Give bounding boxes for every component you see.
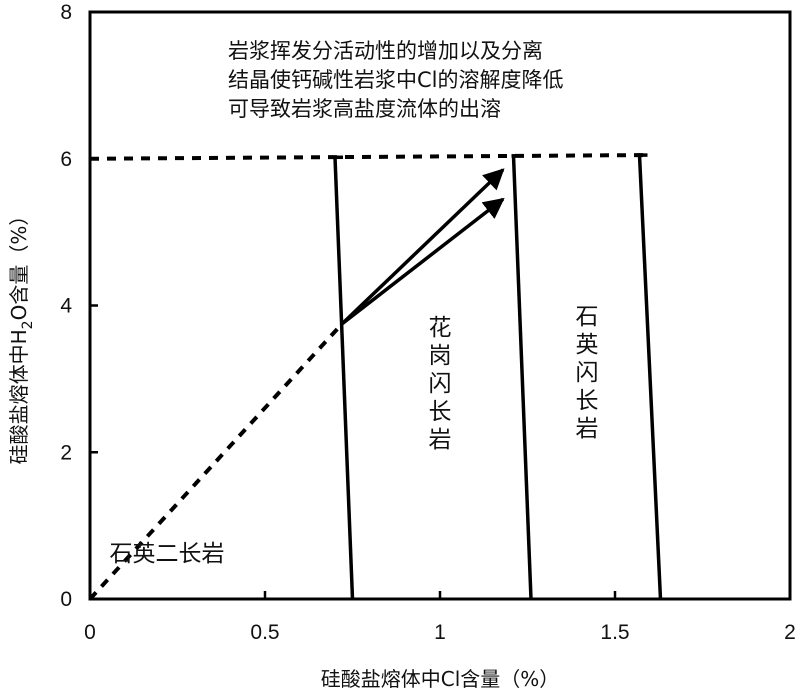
x-axis-ticks: 0 0.5 1 1.5 2 (84, 591, 796, 644)
dashed-boundary-line (89, 153, 644, 161)
trend-arrow (340, 168, 505, 326)
annotation-line-1: 岩浆挥发分活动性的增加以及分离 (228, 39, 543, 63)
y-tick-label: 0 (60, 588, 72, 611)
x-axis-title: 硅酸盐熔体中Cl含量（%） (321, 667, 560, 691)
solid-boundary-line (511, 155, 533, 600)
annotation-text: 岩浆挥发分活动性的增加以及分离 结晶使钙碱性岩浆中Cl的溶解度降低 可导致岩浆高… (228, 39, 570, 121)
y-axis-title: 硅酸盐熔体中H2O含量（%） (7, 206, 36, 465)
chart-arrows (340, 168, 505, 326)
annotation-line-2: 结晶使钙碱性岩浆中Cl的溶解度降低 (228, 68, 564, 92)
x-tick-label: 0.5 (250, 621, 279, 644)
y-tick-label: 4 (60, 295, 72, 318)
x-tick-label: 2 (784, 621, 796, 644)
y-tick-label: 2 (60, 441, 72, 464)
region-label: 花岗闪长岩 (429, 315, 452, 453)
x-tick-label: 0 (84, 621, 96, 644)
y-axis-title-subscript: 2 (20, 320, 36, 329)
solid-boundary-line (637, 154, 663, 600)
region-label: 石英二长岩 (110, 541, 225, 567)
y-axis-ticks: 0 2 4 6 8 (60, 1, 98, 611)
y-tick-label: 8 (60, 1, 72, 24)
trend-arrow (340, 197, 505, 326)
y-tick-label: 6 (60, 148, 72, 171)
x-tick-label: 1.5 (600, 621, 629, 644)
solid-boundary-line (333, 157, 355, 600)
y-axis-title-part-2: O含量（%） (7, 206, 31, 321)
annotation-line-3: 可导致岩浆高盐度流体的出溶 (228, 97, 501, 121)
chart-curves (88, 153, 663, 601)
x-tick-label: 1 (434, 621, 446, 644)
dashed-boundary-line (88, 322, 344, 601)
region-labels: 石英二长岩 花岗闪长岩 石英闪长岩 (110, 304, 599, 567)
region-label: 石英闪长岩 (576, 304, 599, 442)
y-axis-title-part-1: 硅酸盐熔体中H (7, 329, 31, 464)
